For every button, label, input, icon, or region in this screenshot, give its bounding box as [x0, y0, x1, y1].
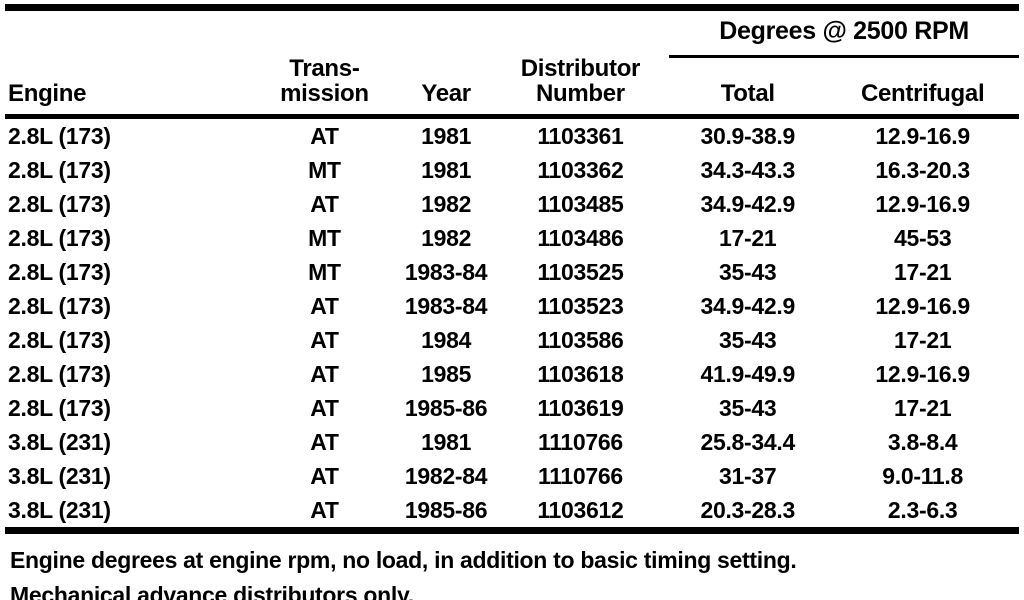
cell-transmission: AT — [310, 395, 339, 421]
cell-engine: 3.8L (231) — [8, 497, 111, 523]
degrees-group-header: Degrees @ 2500 RPM — [669, 7, 1019, 58]
cell-transmission: AT — [310, 361, 339, 387]
cell-transmission: AT — [310, 293, 339, 319]
cell-engine: 2.8L (173) — [8, 123, 111, 149]
cell-transmission: MT — [308, 259, 341, 285]
column-header-centrifugal: Centrifugal — [826, 56, 1019, 119]
table-row: 2.8L (173) AT 1985-86 1103619 35-43 17-2… — [5, 391, 1019, 425]
cell-total-degrees: 34.9-42.9 — [700, 293, 795, 319]
cell-centrifugal-degrees: 16.3-20.3 — [875, 157, 970, 183]
cell-total-degrees: 35-43 — [719, 259, 777, 285]
table-row: 2.8L (173) MT 1981 1103362 34.3-43.3 16.… — [5, 153, 1019, 187]
cell-engine: 2.8L (173) — [8, 191, 111, 217]
table-row: 2.8L (173) MT 1983-84 1103525 35-43 17-2… — [5, 255, 1019, 289]
footnote-line-2: Mechanical advance distributors only. — [10, 582, 414, 600]
cell-distributor-number: 1103523 — [537, 293, 624, 319]
group-header-row: Engine Trans- mission Year Distributor N… — [5, 7, 1019, 119]
column-header-total: Total — [669, 56, 827, 119]
cell-year: 1985-86 — [404, 395, 488, 421]
cell-total-degrees: 35-43 — [719, 327, 777, 353]
cell-transmission: AT — [310, 463, 339, 489]
distributor-timing-table: Engine Trans- mission Year Distributor N… — [5, 4, 1019, 534]
cell-centrifugal-degrees: 9.0-11.8 — [882, 463, 964, 489]
cell-distributor-number: 1110766 — [537, 429, 623, 455]
cell-distributor-number: 1103361 — [537, 123, 624, 149]
cell-engine: 2.8L (173) — [8, 157, 111, 183]
cell-total-degrees: 41.9-49.9 — [700, 361, 795, 387]
cell-year: 1984 — [421, 327, 472, 353]
table-row: 2.8L (173) MT 1982 1103486 17-21 45-53 — [5, 221, 1019, 255]
cell-total-degrees: 31-37 — [719, 463, 777, 489]
cell-centrifugal-degrees: 45-53 — [893, 225, 952, 251]
cell-distributor-number: 1103612 — [537, 497, 624, 523]
cell-total-degrees: 17-21 — [719, 225, 777, 251]
cell-centrifugal-degrees: 2.3-6.3 — [887, 497, 958, 523]
cell-engine: 3.8L (231) — [8, 429, 111, 455]
cell-centrifugal-degrees: 17-21 — [893, 395, 952, 421]
cell-distributor-number: 1103586 — [537, 327, 624, 353]
cell-year: 1985-86 — [404, 497, 488, 523]
cell-centrifugal-degrees: 12.9-16.9 — [875, 191, 970, 217]
cell-transmission: MT — [308, 157, 341, 183]
cell-transmission: AT — [310, 429, 339, 455]
cell-centrifugal-degrees: 12.9-16.9 — [875, 361, 970, 387]
cell-centrifugal-degrees: 12.9-16.9 — [875, 293, 970, 319]
cell-engine: 2.8L (173) — [8, 361, 111, 387]
cell-year: 1982 — [421, 225, 472, 251]
table-row: 2.8L (173) AT 1985 1103618 41.9-49.9 12.… — [5, 357, 1019, 391]
table-row: 3.8L (231) AT 1981 1110766 25.8-34.4 3.8… — [5, 425, 1019, 459]
cell-year: 1983-84 — [404, 259, 488, 285]
cell-distributor-number: 1103525 — [537, 259, 624, 285]
footnote-line-1: Engine degrees at engine rpm, no load, i… — [10, 547, 797, 573]
table-row: 2.8L (173) AT 1984 1103586 35-43 17-21 — [5, 323, 1019, 357]
cell-centrifugal-degrees: 17-21 — [893, 327, 952, 353]
footnotes: Engine degrees at engine rpm, no load, i… — [10, 543, 1019, 600]
cell-total-degrees: 34.9-42.9 — [700, 191, 795, 217]
cell-year: 1983-84 — [404, 293, 488, 319]
cell-centrifugal-degrees: 17-21 — [893, 259, 952, 285]
cell-distributor-number: 1110766 — [537, 463, 623, 489]
cell-distributor-number: 1103486 — [537, 225, 624, 251]
cell-distributor-number: 1103619 — [537, 395, 624, 421]
cell-centrifugal-degrees: 12.9-16.9 — [875, 123, 970, 149]
cell-transmission: AT — [310, 191, 339, 217]
cell-engine: 2.8L (173) — [8, 225, 111, 251]
cell-total-degrees: 20.3-28.3 — [700, 497, 795, 523]
cell-engine: 3.8L (231) — [8, 463, 111, 489]
cell-engine: 2.8L (173) — [8, 395, 111, 421]
cell-total-degrees: 35-43 — [719, 395, 777, 421]
column-header-year: Year — [400, 7, 492, 119]
table-row: 3.8L (231) AT 1985-86 1103612 20.3-28.3 … — [5, 493, 1019, 531]
table-row: 2.8L (173) AT 1983-84 1103523 34.9-42.9 … — [5, 289, 1019, 323]
column-header-engine: Engine — [5, 7, 249, 119]
column-header-transmission: Trans- mission — [248, 7, 401, 119]
table-row: 2.8L (173) AT 1982 1103485 34.9-42.9 12.… — [5, 187, 1019, 221]
cell-total-degrees: 34.3-43.3 — [700, 157, 795, 183]
table-row: 2.8L (173) AT 1981 1103361 30.9-38.9 12.… — [5, 117, 1019, 154]
cell-transmission: AT — [310, 327, 339, 353]
cell-distributor-number: 1103362 — [537, 157, 624, 183]
cell-engine: 2.8L (173) — [8, 327, 111, 353]
cell-engine: 2.8L (173) — [8, 293, 111, 319]
column-header-distributor-number: Distributor Number — [491, 7, 670, 119]
cell-year: 1981 — [421, 157, 472, 183]
cell-total-degrees: 25.8-34.4 — [700, 429, 795, 455]
cell-distributor-number: 1103485 — [537, 191, 624, 217]
cell-centrifugal-degrees: 3.8-8.4 — [887, 429, 958, 455]
cell-year: 1982-84 — [404, 463, 488, 489]
sub-header-row: Total Centrifugal — [5, 56, 1019, 119]
table-body: 2.8L (173) AT 1981 1103361 30.9-38.9 12.… — [5, 117, 1019, 531]
cell-total-degrees: 30.9-38.9 — [700, 123, 795, 149]
table-row: 3.8L (231) AT 1982-84 1110766 31-37 9.0-… — [5, 459, 1019, 493]
cell-year: 1982 — [421, 191, 472, 217]
cell-transmission: AT — [310, 123, 339, 149]
cell-year: 1981 — [421, 429, 472, 455]
cell-transmission: MT — [308, 225, 341, 251]
cell-distributor-number: 1103618 — [537, 361, 624, 387]
cell-year: 1985 — [421, 361, 472, 387]
cell-engine: 2.8L (173) — [8, 259, 111, 285]
cell-transmission: AT — [310, 497, 339, 523]
cell-year: 1981 — [421, 123, 472, 149]
